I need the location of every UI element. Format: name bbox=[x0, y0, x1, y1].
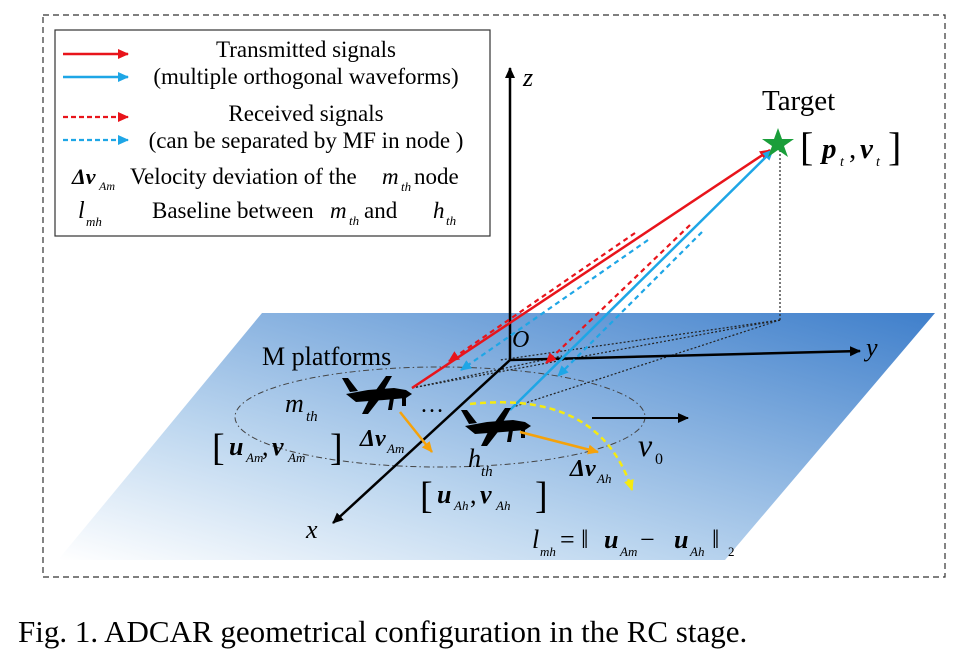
legend-velocity-row: Δv Am Velocity deviation of the m th nod… bbox=[71, 164, 459, 194]
svg-text:[: [ bbox=[420, 475, 433, 517]
legend-box: Transmitted signals (multiple orthogonal… bbox=[54, 29, 491, 237]
svg-text:Δv: Δv bbox=[359, 426, 386, 452]
target-star-icon bbox=[762, 128, 794, 157]
origin-label: O bbox=[512, 327, 529, 353]
velocity-deviation-m-label: Δv Am bbox=[359, 426, 404, 456]
legend-baseline-row: l mh Baseline between m th and h th bbox=[78, 198, 456, 229]
velocity-deviation-m-arrow bbox=[399, 411, 433, 453]
svg-text:u: u bbox=[229, 432, 243, 461]
svg-text:th: th bbox=[306, 409, 318, 425]
svg-text:l: l bbox=[532, 525, 539, 554]
svg-text:]: ] bbox=[535, 475, 548, 517]
svg-text:Am: Am bbox=[245, 450, 263, 465]
svg-text:2: 2 bbox=[728, 544, 735, 559]
svg-text:]: ] bbox=[330, 427, 343, 469]
svg-text:Am: Am bbox=[619, 544, 637, 559]
svg-text:Ah: Ah bbox=[453, 498, 468, 513]
svg-text:th: th bbox=[446, 213, 456, 228]
transmitted-signal-blue bbox=[509, 149, 774, 411]
svg-text:u: u bbox=[674, 525, 688, 554]
configuration-diagram: z y x O Target [ p t , v t ] … M platfor… bbox=[42, 14, 946, 578]
svg-text:mh: mh bbox=[86, 214, 102, 229]
z-axis-label: z bbox=[522, 63, 533, 92]
svg-text:and: and bbox=[364, 198, 398, 223]
node-h-state: [ u Ah , v Ah ] bbox=[420, 475, 548, 517]
svg-text:t: t bbox=[840, 155, 845, 170]
platform-dots: … bbox=[420, 392, 444, 418]
svg-text:,: , bbox=[849, 133, 856, 165]
node-m-state: [ u Am , v Am ] bbox=[212, 427, 343, 469]
svg-text:node: node bbox=[414, 164, 459, 189]
figure-caption: Fig. 1. ADCAR geometrical configuration … bbox=[18, 614, 748, 649]
svg-text:v: v bbox=[480, 480, 492, 509]
figure-frame bbox=[42, 14, 946, 578]
svg-text:Am: Am bbox=[98, 179, 115, 193]
svg-text:0: 0 bbox=[655, 451, 663, 468]
svg-text:[: [ bbox=[800, 124, 813, 169]
velocity-deviation-h-arrow bbox=[519, 430, 599, 455]
svg-text:,: , bbox=[262, 432, 269, 461]
velocity-deviation-h-label: Δv Ah bbox=[569, 456, 611, 486]
svg-text:m: m bbox=[330, 198, 347, 223]
svg-text:Δv: Δv bbox=[569, 456, 596, 482]
svg-text:Ah: Ah bbox=[495, 498, 510, 513]
svg-text:v: v bbox=[860, 133, 874, 165]
svg-text:h: h bbox=[468, 444, 481, 473]
svg-text:Δv: Δv bbox=[71, 164, 96, 189]
svg-text:v: v bbox=[638, 427, 653, 463]
node-h-label: h th bbox=[468, 444, 493, 480]
y-axis bbox=[509, 346, 861, 362]
svg-text:,: , bbox=[470, 480, 477, 509]
legend-received-label: Received signals bbox=[228, 101, 383, 126]
svg-text:Ah: Ah bbox=[689, 544, 704, 559]
svg-text:Baseline between: Baseline between bbox=[152, 198, 314, 223]
legend-received-sub: (can be separated by MF in node ) bbox=[149, 128, 464, 153]
baseline-formula: l mh = ‖ u Am − u Ah ‖ 2 bbox=[532, 525, 735, 559]
svg-text:t: t bbox=[876, 155, 881, 170]
svg-text:Ah: Ah bbox=[596, 471, 611, 486]
svg-text:[: [ bbox=[212, 427, 225, 469]
projection-lines bbox=[411, 146, 781, 409]
legend-transmitted-label: Transmitted signals bbox=[216, 37, 396, 62]
target-label: Target bbox=[762, 85, 835, 117]
svg-text:Velocity deviation of the: Velocity deviation of the bbox=[130, 164, 357, 189]
ground-plane bbox=[58, 313, 935, 560]
y-axis-label: y bbox=[863, 333, 878, 362]
svg-text:= ‖: = ‖ bbox=[560, 525, 588, 554]
legend-transmitted-sub: (multiple orthogonal waveforms) bbox=[153, 64, 458, 89]
svg-text:l: l bbox=[78, 198, 85, 224]
svg-text:]: ] bbox=[888, 124, 901, 169]
x-axis-label: x bbox=[305, 515, 318, 544]
svg-text:Am: Am bbox=[386, 441, 404, 456]
baseline-curve-arrow bbox=[469, 401, 634, 491]
svg-text:u: u bbox=[604, 525, 618, 554]
svg-text:−: − bbox=[640, 525, 655, 554]
transmitted-signal-red bbox=[411, 148, 771, 390]
svg-text:‖: ‖ bbox=[712, 525, 719, 554]
svg-text:v: v bbox=[272, 432, 284, 461]
received-signals bbox=[448, 224, 703, 377]
svg-text:m: m bbox=[382, 164, 399, 189]
svg-text:th: th bbox=[401, 179, 411, 194]
svg-text:mh: mh bbox=[540, 544, 556, 559]
node-m-label: m th bbox=[285, 389, 318, 425]
platforms-label: M platforms bbox=[262, 342, 391, 371]
svg-text:h: h bbox=[433, 198, 445, 223]
svg-text:th: th bbox=[349, 213, 359, 228]
svg-text:u: u bbox=[437, 480, 451, 509]
svg-text:Am: Am bbox=[287, 450, 305, 465]
common-velocity-label: v 0 bbox=[638, 427, 663, 468]
x-axis bbox=[332, 359, 511, 524]
svg-text:m: m bbox=[285, 389, 304, 418]
svg-text:p: p bbox=[819, 133, 837, 165]
target-state-vector: [ p t , v t ] bbox=[800, 124, 901, 170]
svg-text:th: th bbox=[481, 464, 493, 480]
